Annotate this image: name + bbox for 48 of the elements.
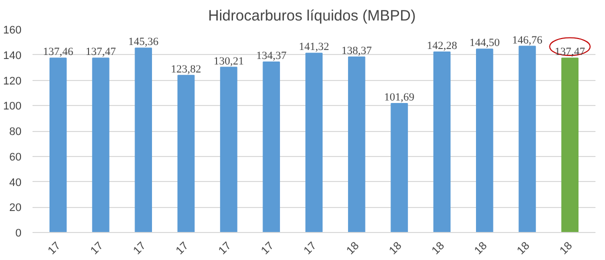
bar (177, 74, 195, 232)
data-label: 134,37 (256, 50, 287, 62)
y-tick-label: 20 (9, 202, 22, 214)
x-tick-label: 17 (131, 240, 148, 258)
data-label: 146,76 (512, 34, 543, 46)
x-tick-label: 18 (344, 240, 362, 258)
bar (92, 58, 110, 232)
x-tick-label: 17 (302, 240, 319, 258)
data-label: 137,47 (86, 46, 116, 58)
y-tick-label: 80 (9, 126, 22, 138)
y-tick-label: 160 (3, 24, 22, 36)
y-tick-label: 140 (3, 50, 22, 62)
data-label: 144,50 (469, 37, 500, 50)
bar (518, 46, 536, 232)
x-tick-label: 17 (88, 240, 106, 258)
data-label: 142,28 (426, 40, 458, 52)
y-tick-label: 0 (15, 228, 22, 240)
y-tick-label: 60 (9, 151, 22, 164)
data-label: 137,46 (42, 46, 74, 58)
x-tick-label: 17 (46, 240, 64, 258)
bar (305, 52, 323, 232)
x-tick-label: 18 (472, 240, 490, 258)
y-tick-label: 100 (3, 100, 22, 113)
x-tick-label: 17 (216, 240, 234, 258)
bar (348, 56, 366, 232)
bar (433, 51, 451, 232)
data-label: 123,82 (170, 63, 202, 76)
x-tick-label: 18 (387, 240, 404, 258)
x-tick-label: 18 (558, 240, 575, 258)
x-tick-label: 17 (174, 240, 192, 258)
bar (49, 58, 67, 232)
bar (220, 66, 238, 232)
x-tick-label: 18 (515, 240, 532, 258)
bar (561, 58, 579, 232)
data-label: 130,21 (214, 55, 244, 68)
x-tick-label: 17 (259, 240, 276, 258)
bar (134, 48, 152, 232)
bar (390, 102, 408, 232)
data-label: 101,69 (384, 91, 415, 104)
data-label: 145,36 (128, 36, 160, 48)
chart-title: Hidrocarburos líquidos (MBPD) (208, 8, 416, 24)
y-tick-label: 120 (3, 75, 22, 88)
bar (476, 48, 494, 232)
bar (262, 62, 280, 232)
data-label: 138,37 (342, 44, 372, 57)
x-tick-label: 18 (430, 240, 447, 258)
data-label: 141,32 (298, 41, 330, 54)
y-tick-label: 40 (9, 176, 22, 189)
